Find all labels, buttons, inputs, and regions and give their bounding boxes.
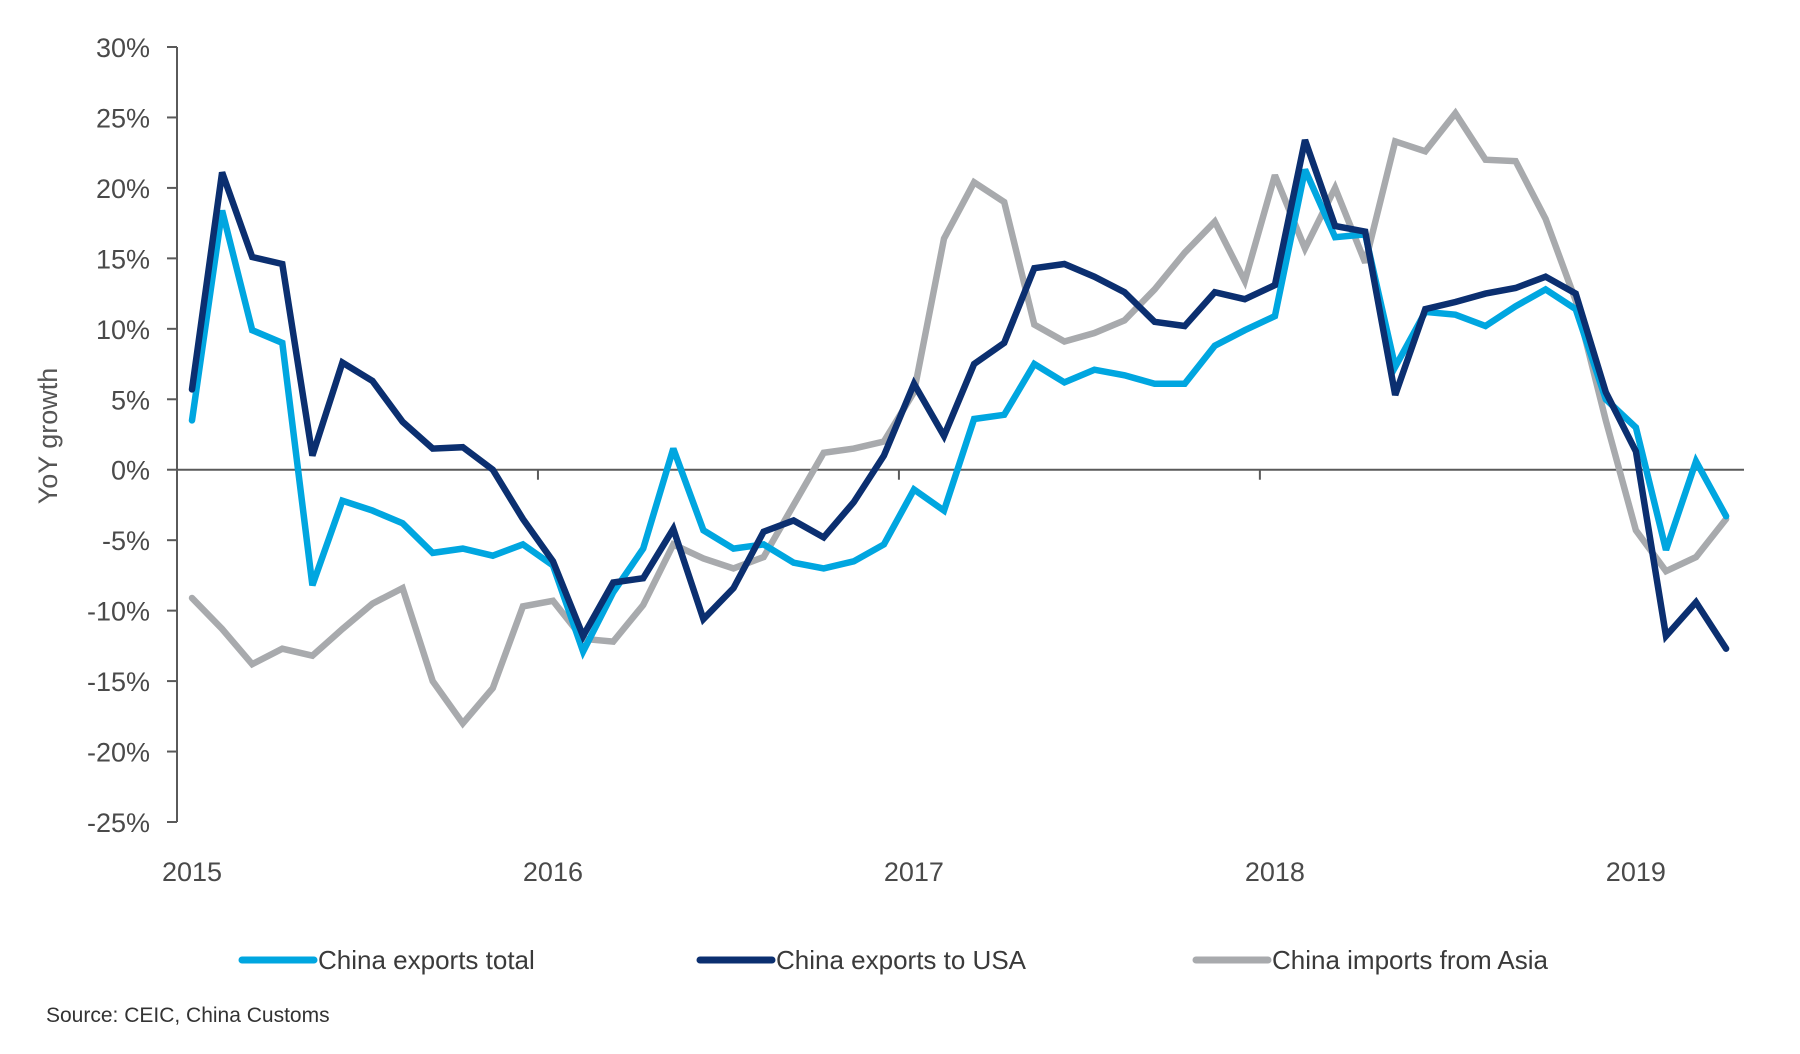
y-tick-label: -15% xyxy=(87,667,150,697)
y-tick-label: -20% xyxy=(87,738,150,768)
series-line-china-exports-total xyxy=(188,168,1730,660)
y-tick-label: -25% xyxy=(87,808,150,838)
y-tick-label: 30% xyxy=(96,33,150,63)
y-axis-title: YoY growth xyxy=(33,368,63,505)
x-tick-label: 2019 xyxy=(1606,857,1666,887)
y-tick-label: 25% xyxy=(96,103,150,133)
legend: China exports total China exports to USA C… xyxy=(238,945,1549,975)
y-tick-label: 15% xyxy=(96,244,150,274)
x-tick-label: 2017 xyxy=(884,857,944,887)
legend-item-china-exports-to-usa: China exports to USA xyxy=(696,945,1027,975)
y-tick-label: 0% xyxy=(111,456,150,486)
legend-label: China exports total xyxy=(318,945,535,975)
y-tick-labels: 30% 25% 20% 15% 10% 5% 0% -5% -10% -15% -20% -25% xyxy=(87,33,150,838)
legend-item-china-exports-total: China exports total xyxy=(238,945,535,975)
x-tick-label: 2016 xyxy=(523,857,583,887)
x-tick-label: 2015 xyxy=(162,857,222,887)
legend-item-china-imports-from-asia: China imports from Asia xyxy=(1192,945,1549,975)
y-tick-label: 5% xyxy=(111,385,150,415)
series-lines xyxy=(188,107,1730,729)
x-tick-label: 2018 xyxy=(1245,857,1305,887)
y-tick-label: 20% xyxy=(96,174,150,204)
series-line-china-exports-to-usa xyxy=(188,138,1730,652)
source-note: Source: CEIC, China Customs xyxy=(46,1004,330,1027)
y-tick-label: 10% xyxy=(96,315,150,345)
y-tick-label: -10% xyxy=(87,597,150,627)
legend-label: China imports from Asia xyxy=(1272,945,1549,975)
y-tick-label: -5% xyxy=(102,526,150,556)
legend-label: China exports to USA xyxy=(776,945,1027,975)
series-line-china-imports-from-asia xyxy=(188,107,1730,729)
x-tick-labels: 2015 2016 2017 2018 2019 xyxy=(162,857,1666,887)
